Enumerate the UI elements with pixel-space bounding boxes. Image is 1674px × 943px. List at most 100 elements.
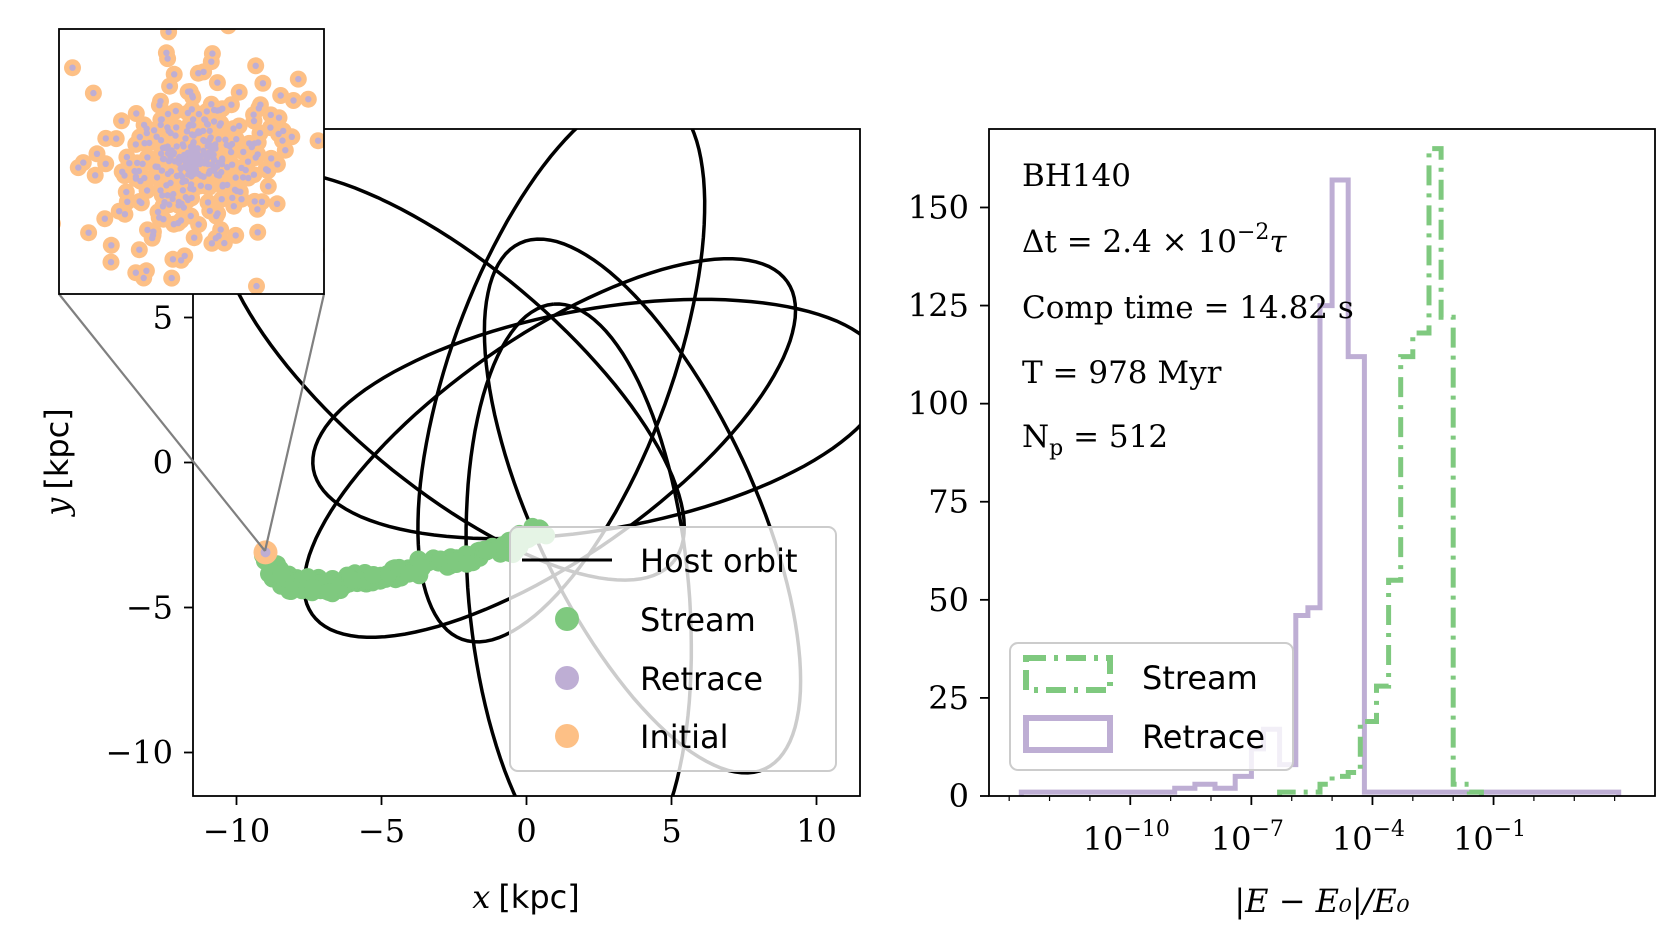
hist-y-tick-label: 75 bbox=[928, 483, 969, 521]
hist-x-tick-label: 10−1 bbox=[1453, 817, 1526, 858]
inset-retrace-particle bbox=[173, 124, 180, 131]
annotation-np-base: N bbox=[1022, 419, 1049, 455]
inset-connector-left bbox=[58, 293, 266, 552]
inset-retrace-particle bbox=[242, 166, 249, 174]
host-orbit-petal-1 bbox=[311, 297, 860, 541]
inset-retrace-particle bbox=[172, 107, 179, 115]
inset-retrace-particle bbox=[288, 133, 295, 140]
inset-retrace-particle bbox=[173, 143, 180, 150]
inset-retrace-particle bbox=[252, 62, 259, 69]
inset-retrace-particle bbox=[230, 203, 237, 210]
inset-retrace-particle bbox=[227, 148, 235, 156]
left-legend-box bbox=[509, 526, 837, 772]
inset-retrace-particle bbox=[232, 174, 239, 181]
inset-retrace-particle bbox=[160, 216, 167, 223]
inset-retrace-particle bbox=[184, 88, 192, 95]
inset-retrace-particle bbox=[90, 89, 97, 97]
inset-retrace-particle bbox=[314, 137, 322, 144]
inset-retrace-particle bbox=[157, 187, 164, 194]
inset-retrace-particle bbox=[116, 208, 123, 215]
right-axis-ticks: 0 25 50 75 100 125 150 10−10 10−7 10−4 10−1 bbox=[908, 188, 1616, 858]
y-axis-unit: [kpc] bbox=[38, 408, 76, 489]
inset-retrace-particle bbox=[189, 92, 196, 99]
inset-retrace-particle bbox=[279, 137, 286, 144]
inset-retrace-particle bbox=[204, 199, 212, 206]
inset-retrace-particle bbox=[102, 135, 110, 142]
inset-retrace-particle bbox=[163, 182, 170, 189]
inset-retrace-particle bbox=[195, 128, 202, 135]
inset-retrace-particle bbox=[118, 117, 125, 125]
inset-retrace-particle bbox=[101, 215, 109, 222]
inset-retrace-particle bbox=[143, 125, 150, 132]
zoom-inset bbox=[46, 23, 334, 295]
legend-retrace-hist-label: Retrace bbox=[1142, 718, 1265, 756]
inset-retrace-particle bbox=[248, 143, 255, 151]
inset-particles bbox=[46, 23, 334, 294]
stream-particle bbox=[478, 541, 497, 560]
inset-retrace-particle bbox=[123, 153, 131, 161]
inset-retrace-particle bbox=[282, 147, 289, 154]
inset-retrace-particle bbox=[235, 122, 243, 130]
inset-retrace-particle bbox=[267, 111, 274, 119]
stream-particle bbox=[272, 564, 291, 583]
inset-retrace-particle bbox=[217, 226, 224, 233]
inset-retrace-particle bbox=[153, 133, 160, 140]
inset-retrace-particle bbox=[159, 144, 167, 152]
inset-retrace-particle bbox=[107, 258, 115, 266]
inset-retrace-particle bbox=[93, 150, 101, 157]
inset-retrace-particle bbox=[225, 23, 231, 29]
inset-retrace-particle bbox=[159, 155, 167, 163]
x-tick-label: 10 bbox=[796, 812, 837, 850]
inset-retrace-particle bbox=[136, 198, 143, 205]
inset-retrace-particle bbox=[206, 136, 214, 143]
inset-retrace-particle bbox=[256, 129, 264, 137]
hist-y-tick-label: 50 bbox=[928, 581, 969, 619]
x-axis-label: x [kpc] bbox=[472, 878, 579, 916]
hist-x-tick-label: 10−10 bbox=[1083, 817, 1170, 858]
inset-retrace-particle bbox=[161, 199, 168, 206]
x-tick-label: 0 bbox=[516, 812, 536, 850]
inset-retrace-particle bbox=[136, 133, 143, 141]
inset-initial-particle bbox=[322, 246, 324, 255]
inset-retrace-particle bbox=[136, 246, 143, 253]
inset-retrace-particle bbox=[209, 161, 216, 168]
run-annotations: BH140 Δt = 2.4 × 10−2τ Comp time = 14.82… bbox=[1022, 158, 1354, 461]
inset-retrace-particle bbox=[328, 247, 334, 253]
inset-retrace-particle bbox=[179, 187, 187, 194]
inset-retrace-particle bbox=[164, 170, 172, 178]
y-tick-label: 0 bbox=[153, 444, 173, 482]
inset-retrace-particle bbox=[133, 110, 140, 117]
stream-particle bbox=[304, 578, 323, 597]
inset-retrace-particle bbox=[253, 282, 260, 290]
inset-retrace-particle bbox=[215, 136, 222, 143]
right-panel: 0 25 50 75 100 125 150 10−10 10−7 10−4 10−1 |E − E… bbox=[908, 128, 1656, 920]
legend-host-orbit-label: Host orbit bbox=[640, 542, 798, 580]
inset-retrace-particle bbox=[166, 83, 173, 90]
legend-stream-swatch bbox=[555, 607, 579, 631]
inset-retrace-particle bbox=[219, 105, 226, 112]
inset-retrace-particle bbox=[46, 129, 52, 135]
annotation-timestep: Δt = 2.4 × 10−2τ bbox=[1022, 220, 1287, 260]
inset-retrace-particle bbox=[172, 132, 179, 139]
annotation-name: BH140 bbox=[1022, 158, 1131, 194]
annotation-comp-time: Comp time = 14.82 s bbox=[1022, 290, 1354, 326]
inset-retrace-particle bbox=[212, 144, 219, 151]
left-axis-ticks: −10 −5 0 5 10 −10 −5 0 5 bbox=[105, 299, 836, 851]
inset-retrace-particle bbox=[274, 161, 281, 168]
annotation-np-value: = 512 bbox=[1063, 419, 1168, 455]
annotation-np-sub: p bbox=[1049, 436, 1063, 461]
inset-retrace-particle bbox=[200, 147, 207, 154]
inset-retrace-particle bbox=[280, 127, 287, 135]
inset-retrace-particle bbox=[181, 252, 188, 260]
inset-retrace-particle bbox=[152, 163, 159, 170]
inset-retrace-particle bbox=[275, 114, 283, 121]
inset-retrace-particle bbox=[157, 137, 165, 144]
inset-retrace-particle bbox=[267, 124, 274, 131]
right-legend: Stream Retrace bbox=[1009, 642, 1294, 771]
inset-retrace-particle bbox=[206, 127, 213, 135]
inset-retrace-particle bbox=[168, 147, 175, 154]
inset-retrace-particle bbox=[228, 101, 235, 108]
inset-retrace-particle bbox=[69, 64, 76, 71]
inset-retrace-particle bbox=[233, 136, 240, 143]
host-orbit-petal-4 bbox=[464, 302, 694, 796]
